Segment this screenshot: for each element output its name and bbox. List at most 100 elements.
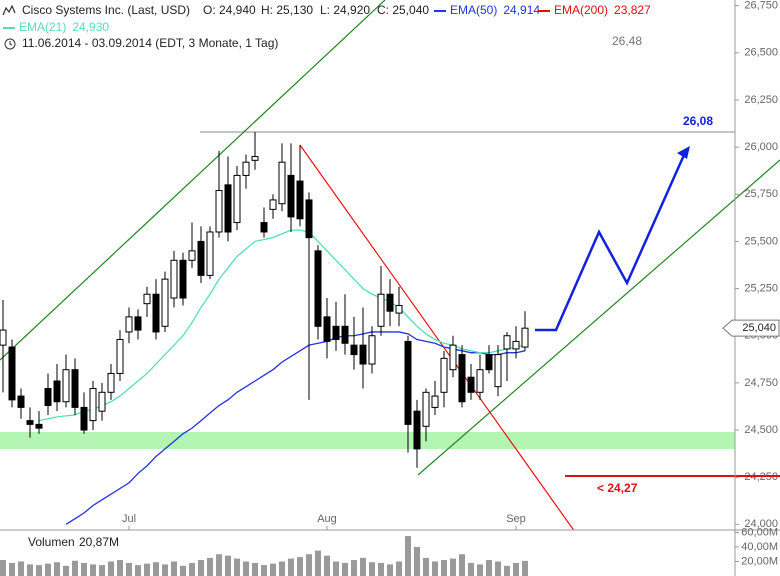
last-price-marker	[722, 319, 780, 337]
legend-value: 24,914	[503, 3, 540, 17]
volume-bar	[0, 560, 6, 576]
chart-icon	[2, 4, 16, 16]
volume-bar	[405, 536, 411, 576]
volume-bar	[144, 563, 150, 576]
candle-body	[377, 293, 385, 327]
volume-bar	[432, 561, 438, 576]
candle-body	[161, 278, 169, 327]
x-tick-label: Aug	[317, 513, 337, 525]
volume-bar	[261, 565, 267, 576]
candle-body	[512, 340, 520, 350]
y-tick-label: 24,500	[744, 424, 778, 436]
volume-bar	[423, 557, 429, 576]
volume-bar	[108, 561, 114, 576]
legend-label: EMA(50)	[450, 3, 497, 17]
candle-body	[458, 354, 466, 403]
volume-bar	[477, 564, 483, 576]
volume-bar	[450, 558, 456, 576]
legend-value: 23,827	[614, 3, 651, 17]
volume-bar	[378, 562, 384, 576]
candle-body	[287, 174, 295, 218]
candle-body	[71, 369, 79, 408]
candle-body	[89, 388, 97, 422]
volume-bar	[360, 557, 366, 576]
candle-body	[143, 293, 151, 305]
volume-bar	[486, 560, 492, 576]
volume-bar	[234, 558, 240, 576]
candle-body	[440, 357, 448, 393]
volume-bar	[288, 558, 294, 576]
volume-bar	[342, 562, 348, 576]
volume-bar	[90, 564, 96, 576]
candle-body	[404, 340, 412, 425]
last-price-label: 25,040	[742, 322, 776, 334]
candle-body	[116, 339, 124, 374]
candle-body	[332, 325, 340, 341]
candle-body	[44, 388, 52, 407]
volume-bar	[333, 561, 339, 576]
volume-bar	[279, 561, 285, 576]
volume-bar	[171, 561, 177, 576]
volume-bar	[189, 562, 195, 576]
volume-bar	[207, 557, 213, 576]
volume-bar	[27, 564, 33, 576]
x-tick-label: Jul	[122, 513, 136, 525]
volume-bar	[126, 562, 132, 576]
candle-body	[8, 346, 16, 401]
candle-body	[35, 423, 43, 429]
candle-body	[251, 156, 259, 161]
volume-bar	[198, 560, 204, 576]
candle-body	[224, 184, 232, 233]
volume-bar	[270, 563, 276, 576]
candle-body	[314, 250, 322, 327]
candle-body	[422, 391, 430, 427]
y-tick-label: 24,750	[744, 377, 778, 389]
candle-body	[17, 395, 25, 408]
volume-bar	[18, 561, 24, 576]
candle-body	[269, 199, 277, 210]
candle-body	[278, 161, 286, 205]
volume-bar	[513, 562, 519, 576]
candle-body	[125, 316, 133, 333]
volume-bar	[54, 562, 60, 576]
volume-bar	[324, 555, 330, 576]
candle-body	[215, 189, 223, 233]
price-label: 26,48	[612, 34, 642, 48]
volume-bar	[441, 560, 447, 576]
candle-body	[494, 354, 502, 388]
volume-bar	[36, 565, 42, 576]
chart-title: Cisco Systems Inc. (Last, USD)	[22, 3, 190, 17]
volume-bar	[243, 561, 249, 576]
candle-body	[179, 259, 187, 299]
channel-line	[0, 0, 386, 361]
candle-body	[431, 395, 439, 408]
y-tick-label: 20,00M	[741, 555, 778, 567]
y-tick-label: 25,500	[744, 235, 778, 247]
volume-bar	[117, 560, 123, 576]
x-tick-label: Sep	[506, 513, 526, 525]
header: Cisco Systems Inc. (Last, USD) O: 24,940…	[2, 3, 429, 50]
trend-lines	[0, 0, 575, 530]
candle-body	[152, 293, 160, 333]
support-band	[0, 432, 735, 449]
volume-bar	[297, 557, 303, 576]
y-tick-label: 26,000	[744, 141, 778, 153]
y-tick-label: 25,750	[744, 188, 778, 200]
candle-body	[485, 354, 493, 371]
volume-bar	[180, 565, 186, 576]
y-tick-label: 40,00M	[741, 541, 778, 553]
volume-label: Volumen	[28, 535, 75, 549]
ohlc-label: O: 24,940	[203, 3, 256, 17]
ema-line	[38, 229, 526, 422]
ohlc-label: H: 25,130	[261, 3, 313, 17]
target-label: < 24,27	[597, 481, 638, 495]
clock-icon	[9, 41, 13, 46]
volume-bar	[72, 560, 78, 576]
candle-body	[170, 259, 178, 299]
y-tick-label: 24,000	[744, 518, 778, 530]
candle-body	[53, 380, 61, 403]
legend-label: EMA(21)	[19, 20, 66, 34]
candle-body	[206, 231, 214, 276]
